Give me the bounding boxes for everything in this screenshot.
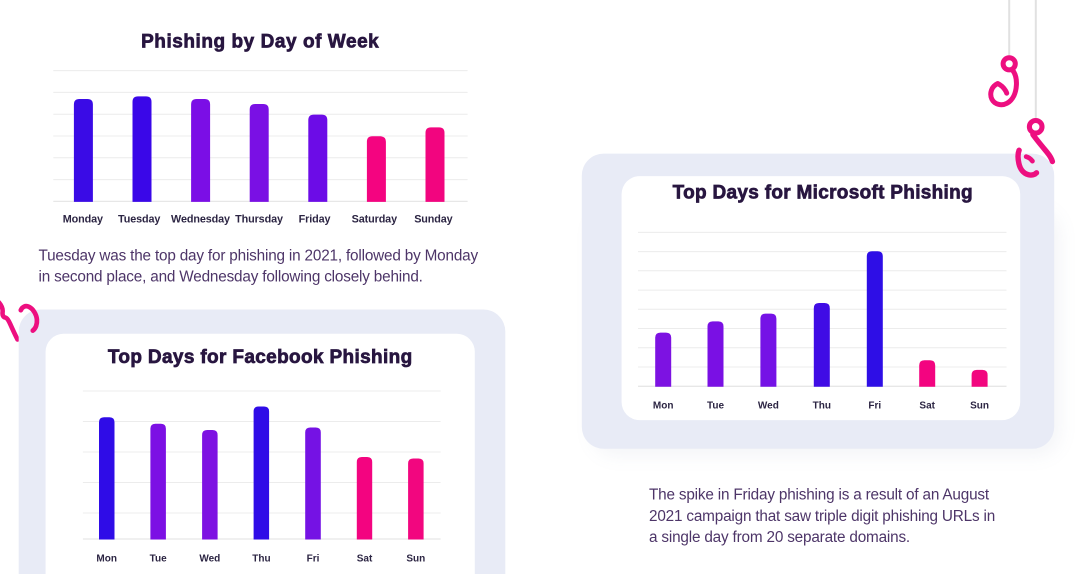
svg-text:2021 campaign that saw triple: 2021 campaign that saw triple digit phis… (649, 508, 995, 525)
svg-text:Top Days for Facebook Phishing: Top Days for Facebook Phishing (108, 347, 413, 368)
svg-text:Monday: Monday (63, 214, 103, 226)
svg-text:Sat: Sat (357, 554, 373, 565)
svg-text:Wed: Wed (199, 554, 220, 565)
svg-text:Mon: Mon (653, 401, 674, 412)
svg-text:Phishing by Day of Week: Phishing by Day of Week (141, 32, 379, 53)
svg-text:a single day from 20 separate: a single day from 20 separate domains. (649, 529, 910, 546)
svg-text:The spike in Friday phishing i: The spike in Friday phishing is a result… (649, 487, 990, 504)
svg-text:Thursday: Thursday (235, 214, 283, 226)
svg-text:Saturday: Saturday (352, 214, 397, 226)
svg-text:Sun: Sun (406, 554, 425, 565)
svg-text:Fri: Fri (868, 401, 881, 412)
svg-text:Top Days for Microsoft Phishin: Top Days for Microsoft Phishing (673, 183, 973, 204)
svg-text:Sun: Sun (970, 401, 989, 412)
svg-text:Tuesday was the top day for ph: Tuesday was the top day for phishing in … (39, 248, 479, 265)
svg-text:Wednesday: Wednesday (171, 214, 230, 226)
svg-text:Thu: Thu (813, 401, 831, 412)
svg-text:Wed: Wed (758, 401, 779, 412)
svg-text:Thu: Thu (252, 554, 270, 565)
svg-text:Tue: Tue (707, 401, 724, 412)
svg-text:Tuesday: Tuesday (118, 214, 160, 226)
svg-text:in second place, and Wednesday: in second place, and Wednesday following… (39, 269, 423, 286)
svg-text:Fri: Fri (307, 554, 320, 565)
svg-text:Friday: Friday (299, 214, 331, 226)
svg-text:Sat: Sat (919, 401, 935, 412)
svg-text:Sunday: Sunday (414, 214, 452, 226)
svg-text:Tue: Tue (150, 554, 167, 565)
svg-text:Mon: Mon (96, 554, 117, 565)
